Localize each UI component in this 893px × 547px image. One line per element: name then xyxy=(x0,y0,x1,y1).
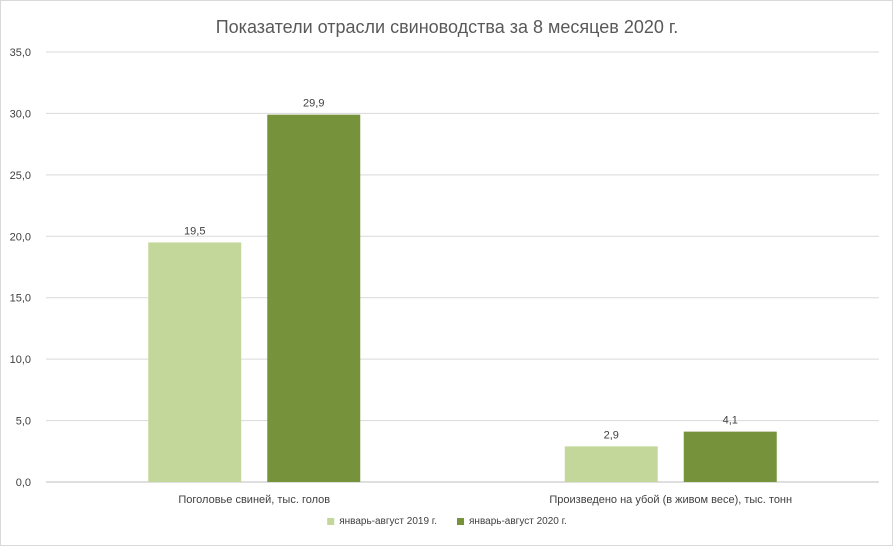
legend-label: январь-август 2020 г. xyxy=(469,516,567,527)
category-label: Поголовье свиней, тыс. голов xyxy=(178,494,330,506)
y-tick-label: 0,0 xyxy=(16,477,31,489)
bars xyxy=(148,114,777,483)
legend-label: январь-август 2019 г. xyxy=(339,516,437,527)
x-axis-categories: Поголовье свиней, тыс. голов Произведено … xyxy=(178,494,792,506)
legend-entry: январь-август 2019 г. xyxy=(327,516,437,527)
y-tick-label: 30,0 xyxy=(10,108,31,120)
category-label: Произведено на убой (в живом весе), тыс.… xyxy=(549,494,792,506)
data-label: 29,9 xyxy=(303,98,324,110)
y-tick-label: 15,0 xyxy=(10,293,31,305)
legend-swatch xyxy=(327,518,335,525)
bar-series-2-category-2 xyxy=(683,431,777,482)
data-label: 19,5 xyxy=(184,225,205,237)
legend-entry: январь-август 2020 г. xyxy=(457,516,567,527)
legend-swatch xyxy=(457,518,464,525)
y-tick-label: 35,0 xyxy=(10,47,31,59)
y-tick-label: 10,0 xyxy=(10,354,31,366)
y-axis-ticks: 0,0 5,0 10,0 15,0 20,0 25,0 30,0 35,0 xyxy=(10,47,31,489)
chart-title: Показатели отрасли свиноводства за 8 мес… xyxy=(216,17,679,37)
legend: январь-август 2019 г. январь-август 2020 … xyxy=(327,516,567,527)
data-label: 4,1 xyxy=(723,415,738,427)
y-tick-label: 20,0 xyxy=(10,231,31,243)
bar-series-1-category-2 xyxy=(564,446,658,482)
bar-series-2-category-1 xyxy=(267,114,361,483)
y-tick-label: 5,0 xyxy=(16,416,31,428)
data-labels: 19,5 29,9 2,9 4,1 xyxy=(184,98,738,442)
y-tick-label: 25,0 xyxy=(10,170,31,182)
data-label: 2,9 xyxy=(604,429,619,441)
bar-series-1-category-1 xyxy=(148,242,242,482)
